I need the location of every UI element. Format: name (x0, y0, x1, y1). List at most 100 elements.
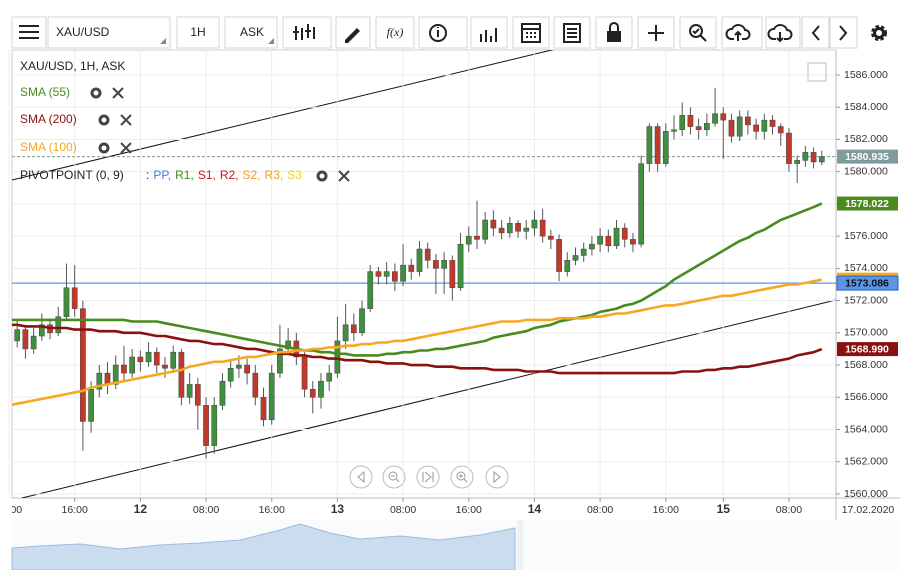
candle-body (383, 271, 390, 277)
candle-body (662, 131, 669, 164)
scroll-left-button[interactable] (801, 16, 830, 49)
sma-line (12, 278, 823, 407)
y-tick-label: 1586.000 (844, 69, 888, 81)
info-button[interactable] (418, 16, 468, 49)
pivot-value-box (836, 275, 899, 291)
side-select[interactable]: ASK (224, 16, 278, 49)
template-button[interactable] (553, 16, 591, 49)
nav-reset[interactable] (416, 465, 440, 489)
date-label: 17.02.2020 (842, 504, 895, 516)
volume-button[interactable] (470, 16, 508, 49)
download-button[interactable] (765, 16, 801, 49)
sma-value-text: 1578.022 (845, 198, 889, 210)
candle-body (671, 129, 677, 132)
y-tick-label: 1562.000 (844, 456, 888, 468)
nav-next[interactable] (485, 465, 509, 489)
candle-body (687, 115, 694, 127)
candle-body (359, 308, 365, 334)
candle-body (55, 316, 62, 334)
candle-body (71, 287, 78, 309)
candle-body (162, 364, 168, 369)
candle-body (531, 219, 538, 229)
candle-body (654, 126, 661, 164)
crosshair-button[interactable] (637, 16, 675, 49)
interval: 1H (190, 25, 205, 39)
x-tick-label: 08:00 (0, 504, 22, 516)
symbol-select[interactable]: XAU/USD (47, 16, 171, 49)
nav-zoom-out[interactable] (382, 465, 406, 489)
pivot-level: PP, (153, 168, 171, 182)
symbol: XAU/USD (56, 25, 110, 39)
upload-button[interactable] (721, 16, 763, 49)
candle-body (88, 388, 94, 422)
candle-body (441, 260, 447, 269)
price-value-box (837, 149, 898, 164)
pivot-level: R3, (265, 168, 284, 182)
pivot-level: S3 (287, 168, 302, 182)
legend-entry: SMA (200) (20, 112, 77, 126)
candle-body (392, 271, 398, 282)
candle-body (769, 119, 776, 127)
menu-button[interactable] (11, 16, 47, 49)
candle-body (326, 372, 333, 382)
candle-body (646, 126, 653, 164)
candle-body (129, 356, 136, 374)
chart-type-button[interactable] (282, 16, 332, 49)
candle-body (408, 264, 415, 272)
nav-prev[interactable] (349, 465, 373, 489)
candle-body (367, 271, 374, 309)
interval-select[interactable]: 1H (176, 16, 220, 49)
calendar-button[interactable] (512, 16, 550, 49)
y-tick-label: 1564.000 (844, 423, 888, 435)
zoom-button[interactable] (679, 16, 717, 49)
candle-body (457, 243, 464, 288)
y-tick-label: 1560.000 (844, 488, 888, 500)
candle-body (638, 163, 645, 245)
x-tick-label: 12 (134, 502, 148, 516)
sma-value-text: 1568.990 (845, 343, 889, 355)
pivot-level: R1, (175, 168, 194, 182)
pivot-separator: : (146, 168, 149, 182)
scroll-right-button[interactable] (829, 16, 858, 49)
x-tick-label: 16:00 (259, 504, 285, 516)
candle-body (712, 113, 718, 124)
candle-body (244, 364, 250, 374)
candle-body (285, 340, 291, 350)
candle-body (465, 235, 472, 245)
candle-body (211, 405, 218, 446)
candle-body (416, 248, 423, 272)
candle-body (786, 132, 792, 164)
pivot-level: S1, (198, 168, 216, 182)
candle-body (350, 324, 357, 334)
candle-body (277, 348, 283, 374)
legend-entry: SMA (100) (20, 140, 77, 154)
grid: 1560.000 1562.000 1564.000 1566.000 1568.000… (8, 50, 888, 500)
legend-entry: SMA (55) (20, 85, 70, 99)
lock-button[interactable] (595, 16, 633, 49)
candle-body (424, 248, 431, 261)
nav-zoom-in[interactable] (450, 465, 474, 489)
draw-button[interactable] (335, 16, 371, 49)
candle-body (203, 405, 209, 446)
candle-body (597, 235, 603, 245)
candle-body (334, 340, 341, 374)
side: ASK (240, 25, 264, 39)
indicator-button[interactable]: f(x) (375, 16, 415, 49)
candle-body (186, 384, 193, 398)
candle-body (556, 239, 562, 272)
nav-buttons (349, 465, 509, 489)
pivot-level: R2, (220, 168, 239, 182)
candle-body (112, 364, 119, 385)
fullscreen-button[interactable] (807, 62, 827, 82)
price-value-text: 1580.935 (845, 151, 889, 163)
candle-body (178, 351, 185, 398)
candle-body (753, 124, 759, 132)
candle-body (30, 335, 37, 350)
settings-button[interactable] (871, 25, 887, 41)
candle-body (589, 243, 595, 250)
legend-icons (90, 87, 350, 182)
candle-body (613, 227, 620, 247)
x-tick-label: 13 (331, 502, 345, 516)
